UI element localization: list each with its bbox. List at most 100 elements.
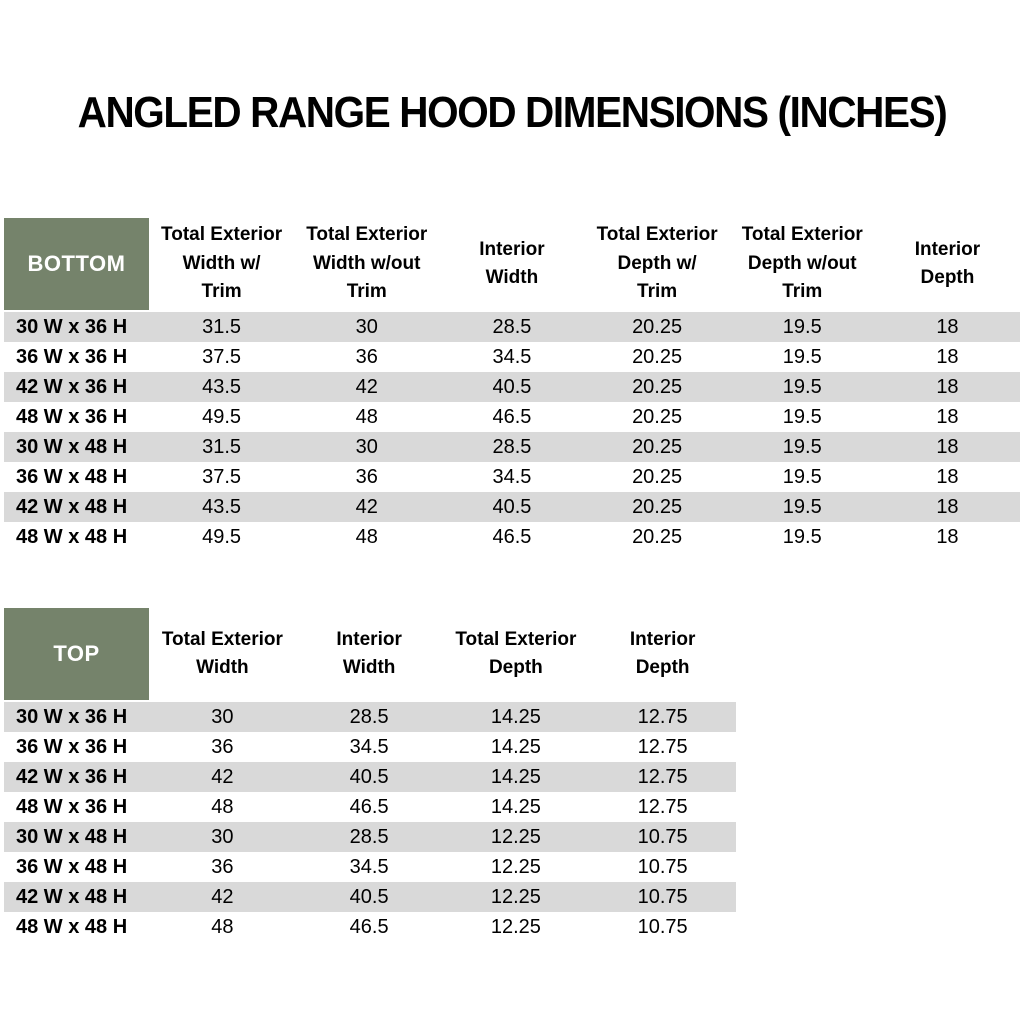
dimension-value: 43.5 — [202, 375, 242, 398]
row-size-label: 48 W x 36 H — [16, 795, 128, 818]
dimension-value: 28.5 — [349, 825, 389, 848]
dimension-value: 10.75 — [637, 915, 688, 938]
dimension-value: 19.5 — [782, 465, 822, 488]
dimension-value: 20.25 — [632, 345, 683, 368]
dimension-value: 14.25 — [490, 765, 541, 788]
table-row: 30 W x 48 H 31.5 30 28.5 20.25 19.5 18 — [4, 432, 1020, 462]
row-size-label: 42 W x 48 H — [16, 495, 128, 518]
dimension-value: 19.5 — [782, 345, 822, 368]
dimension-value: 28.5 — [492, 435, 532, 458]
dimension-value: 46.5 — [492, 525, 532, 548]
row-size-label: 42 W x 48 H — [16, 885, 128, 908]
dimension-value: 12.75 — [637, 795, 688, 818]
row-size-label: 42 W x 36 H — [16, 765, 128, 788]
dimension-value: 28.5 — [492, 315, 532, 338]
dimension-value: 49.5 — [202, 405, 242, 428]
row-size-label: 48 W x 36 H — [16, 405, 128, 428]
dimension-value: 18 — [936, 435, 959, 458]
dimension-value: 43.5 — [202, 495, 242, 518]
dimension-value: 12.25 — [490, 825, 541, 848]
column-header: Total Exterior Width w/out Trim — [306, 224, 428, 303]
dimension-value: 36 — [355, 345, 378, 368]
dimension-value: 31.5 — [202, 435, 242, 458]
table-row: 30 W x 48 H 30 28.5 12.25 10.75 — [4, 822, 736, 852]
top-table-label: TOP — [4, 608, 149, 700]
dimension-value: 30 — [355, 435, 378, 458]
dimension-value: 18 — [936, 315, 959, 338]
dimension-value: 37.5 — [202, 465, 242, 488]
dimension-value: 40.5 — [492, 375, 532, 398]
bottom-table-label: BOTTOM — [4, 218, 149, 310]
dimension-value: 30 — [211, 705, 234, 728]
dimension-value: 40.5 — [492, 495, 532, 518]
dimension-value: 18 — [936, 405, 959, 428]
bottom-table-header-row: BOTTOM Total Exterior Width w/ Trim Total… — [4, 218, 1020, 310]
dimension-value: 30 — [355, 315, 378, 338]
dimension-value: 20.25 — [632, 465, 683, 488]
top-table-body: 30 W x 36 H 30 28.5 14.25 12.75 36 W x 36 H 36… — [4, 702, 736, 942]
table-row: 36 W x 48 H 37.5 36 34.5 20.25 19.5 18 — [4, 462, 1020, 492]
row-size-label: 30 W x 48 H — [16, 435, 128, 458]
dimension-value: 19.5 — [782, 525, 822, 548]
dimension-value: 34.5 — [349, 855, 389, 878]
column-header: Total Exterior Width w/ Trim — [161, 224, 283, 303]
table-row: 48 W x 48 H 48 46.5 12.25 10.75 — [4, 912, 736, 942]
top-table-header-row: TOP Total Exterior Width Interior Width To… — [4, 608, 736, 700]
column-header: Total Exterior Depth w/ Trim — [596, 224, 718, 303]
dimension-value: 46.5 — [349, 915, 389, 938]
row-size-label: 30 W x 48 H — [16, 825, 128, 848]
dimension-value: 46.5 — [349, 795, 389, 818]
dimension-value: 12.25 — [490, 855, 541, 878]
dimension-value: 48 — [211, 795, 234, 818]
row-size-label: 36 W x 48 H — [16, 465, 128, 488]
dimension-value: 18 — [936, 465, 959, 488]
dimension-value: 48 — [211, 915, 234, 938]
dimension-value: 37.5 — [202, 345, 242, 368]
dimension-value: 20.25 — [632, 525, 683, 548]
column-header: Total Exterior Depth w/out Trim — [741, 224, 863, 303]
dimension-value: 12.25 — [490, 915, 541, 938]
dimension-value: 28.5 — [349, 705, 389, 728]
table-row: 42 W x 48 H 42 40.5 12.25 10.75 — [4, 882, 736, 912]
column-header: Interior Width — [336, 628, 402, 679]
table-row: 42 W x 48 H 43.5 42 40.5 20.25 19.5 18 — [4, 492, 1020, 522]
dimension-value: 46.5 — [492, 405, 532, 428]
dimension-value: 12.75 — [637, 735, 688, 758]
column-header: Interior Depth — [914, 238, 981, 289]
column-header: Total Exterior Width — [161, 628, 283, 679]
dimension-value: 34.5 — [349, 735, 389, 758]
dimension-value: 20.25 — [632, 375, 683, 398]
dimension-value: 19.5 — [782, 375, 822, 398]
dimension-value: 19.5 — [782, 435, 822, 458]
column-header: Interior Depth — [629, 628, 696, 679]
table-row: 36 W x 36 H 36 34.5 14.25 12.75 — [4, 732, 736, 762]
row-size-label: 36 W x 36 H — [16, 735, 128, 758]
dimension-value: 18 — [936, 495, 959, 518]
table-row: 48 W x 48 H 49.5 48 46.5 20.25 19.5 18 — [4, 522, 1020, 552]
row-size-label: 48 W x 48 H — [16, 915, 128, 938]
table-row: 48 W x 36 H 49.5 48 46.5 20.25 19.5 18 — [4, 402, 1020, 432]
column-header: Total Exterior Depth — [455, 628, 577, 679]
dimension-value: 49.5 — [202, 525, 242, 548]
row-size-label: 30 W x 36 H — [16, 705, 128, 728]
dimension-value: 20.25 — [632, 315, 683, 338]
dimension-value: 14.25 — [490, 795, 541, 818]
dimension-value: 40.5 — [349, 885, 389, 908]
dimension-value: 36 — [211, 855, 234, 878]
dimension-value: 34.5 — [492, 345, 532, 368]
dimension-value: 42 — [211, 885, 234, 908]
table-row: 30 W x 36 H 30 28.5 14.25 12.75 — [4, 702, 736, 732]
dimension-value: 14.25 — [490, 735, 541, 758]
table-row: 30 W x 36 H 31.5 30 28.5 20.25 19.5 18 — [4, 312, 1020, 342]
dimension-value: 36 — [355, 465, 378, 488]
dimension-value: 14.25 — [490, 705, 541, 728]
dimension-value: 48 — [355, 405, 378, 428]
dimension-value: 20.25 — [632, 405, 683, 428]
page-title: ANGLED RANGE HOOD DIMENSIONS (INCHES) — [77, 88, 948, 137]
dimension-value: 10.75 — [637, 885, 688, 908]
dimension-value: 12.75 — [637, 705, 688, 728]
dimension-value: 19.5 — [782, 315, 822, 338]
dimension-value: 42 — [355, 495, 378, 518]
row-size-label: 36 W x 48 H — [16, 855, 128, 878]
row-size-label: 48 W x 48 H — [16, 525, 128, 548]
